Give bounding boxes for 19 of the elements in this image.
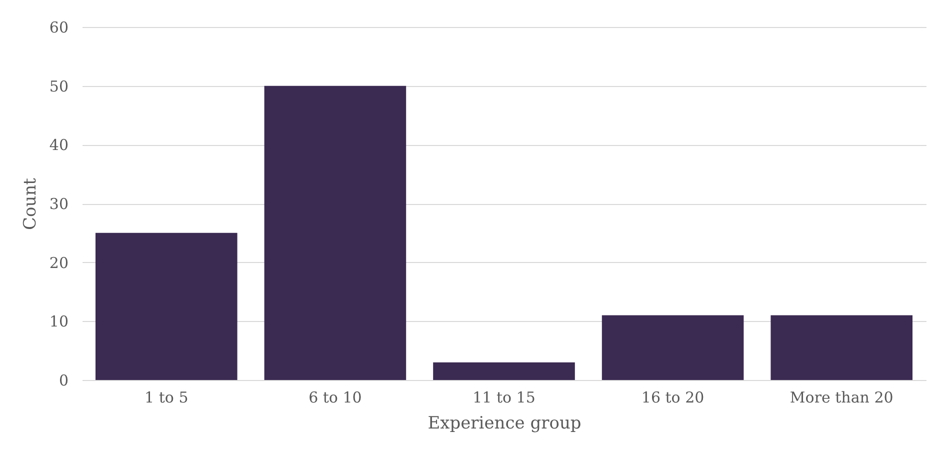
y-tick-label: 30 [49, 195, 68, 213]
x-tick-label: 1 to 5 [144, 388, 188, 406]
y-tick-label: 40 [49, 136, 68, 154]
y-tick-label: 20 [49, 254, 68, 272]
x-tick-label: 16 to 20 [641, 388, 704, 406]
bar [770, 315, 912, 380]
x-axis-title: Experience group [428, 414, 582, 434]
bar [264, 86, 406, 380]
x-tick-label: More than 20 [790, 388, 894, 406]
y-tick-label: 50 [49, 77, 68, 96]
bar [96, 232, 238, 380]
x-tick-label: 6 to 10 [308, 388, 362, 406]
y-tick-label: 10 [49, 312, 68, 331]
bar [433, 362, 575, 380]
bar [602, 315, 744, 380]
y-tick-label: 60 [49, 18, 68, 36]
y-tick-label: 0 [58, 372, 68, 390]
y-axis-title: Count [20, 178, 40, 230]
x-tick-label: 11 to 15 [472, 388, 536, 406]
